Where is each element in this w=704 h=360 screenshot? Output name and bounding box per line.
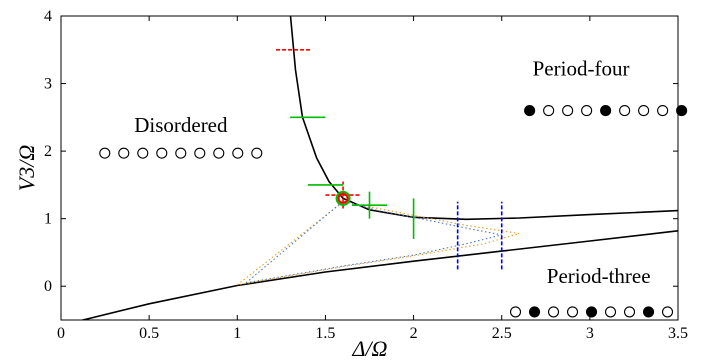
x-tick-label: 0: [57, 325, 65, 342]
empty-site: [175, 147, 187, 159]
y-tick-label: 0: [44, 278, 52, 295]
x-axis-label: Δ/Ω: [352, 336, 388, 360]
site-pattern-layer: [99, 105, 688, 318]
plot-frame: [60, 15, 679, 321]
filled-site: [642, 306, 655, 318]
empty-site: [638, 105, 650, 117]
empty-site: [509, 306, 522, 318]
series-line: [289, 16, 678, 221]
y-tick-label: 2: [44, 143, 52, 160]
x-tick-label: 3.5: [668, 325, 688, 342]
empty-site: [156, 147, 168, 159]
filled-site: [524, 105, 536, 117]
empty-site: [566, 306, 579, 318]
region-label: Period-four: [533, 56, 630, 80]
empty-site: [194, 147, 206, 159]
y-axis-label: V3/Ω: [14, 145, 39, 192]
empty-site: [657, 105, 669, 117]
marker-layer: [276, 48, 503, 270]
empty-site: [543, 105, 555, 117]
empty-site: [562, 105, 574, 117]
x-tick-label: 2.5: [492, 325, 512, 342]
empty-site: [581, 105, 593, 117]
empty-site: [213, 147, 225, 159]
x-tick-label: 1: [233, 325, 241, 342]
empty-site: [99, 147, 111, 159]
site-pattern: [524, 105, 688, 117]
filled-site: [585, 306, 598, 318]
region-label: Disordered: [134, 113, 228, 137]
x-tick-label: 1.5: [315, 325, 335, 342]
y-tick-label: 1: [44, 211, 52, 228]
site-pattern: [509, 306, 674, 318]
y-tick-label: 3: [44, 76, 52, 93]
x-tick-label: 3: [586, 325, 594, 342]
circle-marker: [335, 190, 351, 206]
filled-site: [528, 306, 541, 318]
region-label: Period-three: [547, 264, 651, 288]
empty-site: [547, 306, 560, 318]
empty-site: [137, 147, 149, 159]
y-tick-label: 4: [44, 8, 52, 25]
x-tick-label: 2: [410, 325, 418, 342]
annotation-layer: Disordered Period-four Period-three: [134, 56, 650, 287]
circle-marker: [337, 192, 349, 204]
empty-site: [118, 147, 130, 159]
empty-site: [604, 306, 617, 318]
empty-site: [661, 306, 674, 318]
error-bar: [325, 181, 361, 209]
x-tick-label: 0.5: [139, 325, 159, 342]
filled-site: [600, 105, 612, 117]
axis-ticks: 0 0.5 1 1.5 2 2.5 3 3.5 0 1 2 3 4: [44, 8, 688, 342]
empty-site: [619, 105, 631, 117]
empty-site: [251, 147, 263, 159]
series-line: [236, 201, 520, 286]
site-pattern: [99, 147, 263, 159]
error-bar: [351, 191, 388, 219]
filled-site: [676, 105, 688, 117]
empty-site: [623, 306, 636, 318]
empty-site: [232, 147, 244, 159]
series-line: [79, 230, 678, 320]
series-line: [245, 200, 502, 284]
